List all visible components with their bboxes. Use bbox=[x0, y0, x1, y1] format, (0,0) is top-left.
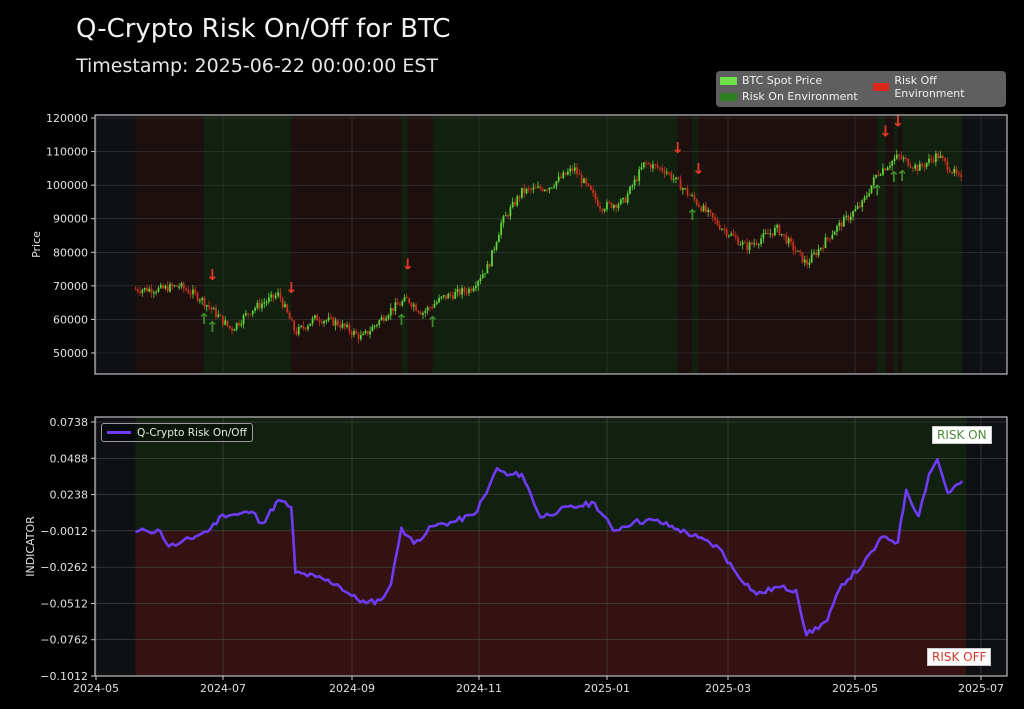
y-tick-label: 0.0488 bbox=[50, 452, 89, 465]
sell-arrow-icon: ↓ bbox=[401, 255, 414, 273]
legend-label: Risk On Environment bbox=[742, 90, 858, 103]
y-tick-label: 60000 bbox=[53, 313, 88, 326]
regime-band bbox=[902, 115, 963, 374]
y-tick-label: 0.0738 bbox=[50, 416, 89, 429]
risk-off-label: RISK OFF bbox=[927, 648, 992, 666]
sell-arrow-icon: ↓ bbox=[879, 123, 892, 141]
x-tick-label: 2025-05 bbox=[832, 682, 878, 695]
x-tick-label: 2024-11 bbox=[456, 682, 502, 695]
y-axis-label: Price bbox=[30, 231, 43, 258]
y-tick-label: 120000 bbox=[46, 112, 88, 125]
x-tick-label: 2024-07 bbox=[200, 682, 246, 695]
sell-arrow-icon: ↓ bbox=[206, 266, 219, 284]
legend-item-risk-off: Risk Off Environment bbox=[873, 74, 1006, 100]
buy-arrow-icon: ↑ bbox=[206, 318, 219, 336]
y-tick-label: 100000 bbox=[46, 179, 88, 192]
legend-swatch-icon bbox=[720, 92, 737, 101]
buy-arrow-icon: ↑ bbox=[871, 181, 884, 199]
regime-band bbox=[885, 115, 894, 374]
price-chart: 50000 60000 70000 80000 90000 100000 110000 120… bbox=[30, 112, 1008, 375]
sell-arrow-icon: ↓ bbox=[285, 279, 298, 297]
buy-arrow-icon: ↑ bbox=[395, 311, 408, 329]
x-tick-label: 2025-01 bbox=[584, 682, 630, 695]
buy-arrow-icon: ↑ bbox=[896, 167, 909, 185]
regime-band bbox=[698, 115, 878, 374]
risk-on-label: RISK ON bbox=[932, 426, 992, 444]
regime-band bbox=[692, 115, 699, 374]
buy-arrow-icon: ↑ bbox=[426, 313, 439, 331]
regime-band bbox=[893, 115, 898, 374]
x-tick-label: 2025-03 bbox=[705, 682, 751, 695]
y-tick-label: 0.0238 bbox=[50, 489, 89, 502]
regime-band bbox=[204, 115, 292, 374]
legend-label: Risk Off Environment bbox=[894, 74, 965, 100]
x-tick-label: 2025-07 bbox=[958, 682, 1004, 695]
chart-subtitle: Timestamp: 2025-06-22 00:00:00 EST bbox=[76, 55, 439, 77]
y-tick-label: −0.0012 bbox=[40, 525, 88, 538]
regime-band bbox=[135, 115, 205, 374]
risk-on-zone bbox=[135, 417, 967, 531]
y-tick-label: 110000 bbox=[46, 146, 88, 159]
y-tick-label: −0.0512 bbox=[40, 597, 88, 610]
regime-band bbox=[401, 115, 408, 374]
regime-band bbox=[897, 115, 903, 374]
y-tick-label: 50000 bbox=[53, 347, 88, 360]
indicator-legend: Q-Crypto Risk On/Off bbox=[101, 423, 253, 442]
price-legend: BTC Spot Price Risk Off Environment Risk… bbox=[716, 71, 1006, 107]
regime-band bbox=[432, 115, 678, 374]
y-tick-label: −0.1012 bbox=[40, 670, 88, 683]
buy-arrow-icon: ↑ bbox=[887, 168, 900, 186]
regime-band bbox=[877, 115, 886, 374]
indicator-line bbox=[135, 458, 964, 637]
y-tick-label: 70000 bbox=[53, 280, 88, 293]
y-tick-label: −0.0262 bbox=[40, 561, 88, 574]
x-tick-label: 2024-05 bbox=[73, 682, 119, 695]
legend-label: Q-Crypto Risk On/Off bbox=[137, 426, 247, 439]
legend-label: BTC Spot Price bbox=[742, 74, 823, 87]
buy-arrow-icon: ↑ bbox=[686, 206, 699, 224]
sell-arrow-icon: ↓ bbox=[892, 113, 905, 131]
indicator-chart: −0.1012 −0.0762 −0.0512 −0.0262 −0.0012 0.023… bbox=[24, 416, 1008, 695]
chart-title: Q-Crypto Risk On/Off for BTC bbox=[76, 14, 451, 44]
y-axis-label: INDICATOR bbox=[24, 516, 37, 577]
regime-band bbox=[407, 115, 433, 374]
buy-arrow-icon: ↑ bbox=[198, 310, 211, 328]
sell-arrow-icon: ↓ bbox=[692, 160, 705, 178]
legend-line-icon bbox=[107, 431, 131, 434]
legend-swatch-icon bbox=[873, 83, 890, 91]
legend-swatch-icon bbox=[720, 76, 737, 85]
legend-item-risk-on: Risk On Environment bbox=[720, 90, 858, 103]
y-tick-label: −0.0762 bbox=[40, 634, 88, 647]
y-tick-label: 90000 bbox=[53, 213, 88, 226]
regime-band bbox=[291, 115, 402, 374]
legend-item-btc-spot-price: BTC Spot Price bbox=[720, 74, 822, 87]
sell-arrow-icon: ↓ bbox=[671, 139, 684, 157]
y-tick-label: 80000 bbox=[53, 246, 88, 259]
x-tick-label: 2024-09 bbox=[329, 682, 375, 695]
